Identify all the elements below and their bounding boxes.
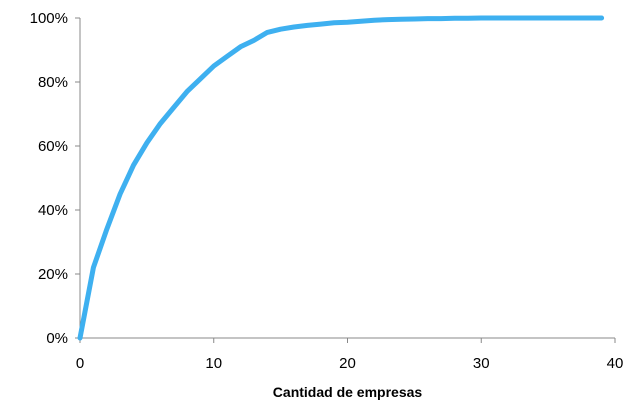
x-tick-label: 20 — [339, 355, 356, 372]
x-tick-label: 0 — [76, 355, 84, 372]
x-tick-label: 10 — [205, 355, 222, 372]
y-tick-label: 20% — [38, 266, 68, 283]
y-tick-label: 80% — [38, 74, 68, 91]
series-line — [77, 15, 605, 341]
plot-area: 0% 20% 40% 60% 80% 100% 0 10 20 30 40 — [30, 10, 624, 372]
x-axis-title: Cantidad de empresas — [273, 384, 423, 400]
y-tick-label: 100% — [30, 10, 68, 27]
y-tick-label: 0% — [46, 330, 68, 347]
y-tick-label: 60% — [38, 138, 68, 155]
x-tick-label: 30 — [473, 355, 490, 372]
y-tick-label: 40% — [38, 202, 68, 219]
x-tick-label: 40 — [607, 355, 624, 372]
